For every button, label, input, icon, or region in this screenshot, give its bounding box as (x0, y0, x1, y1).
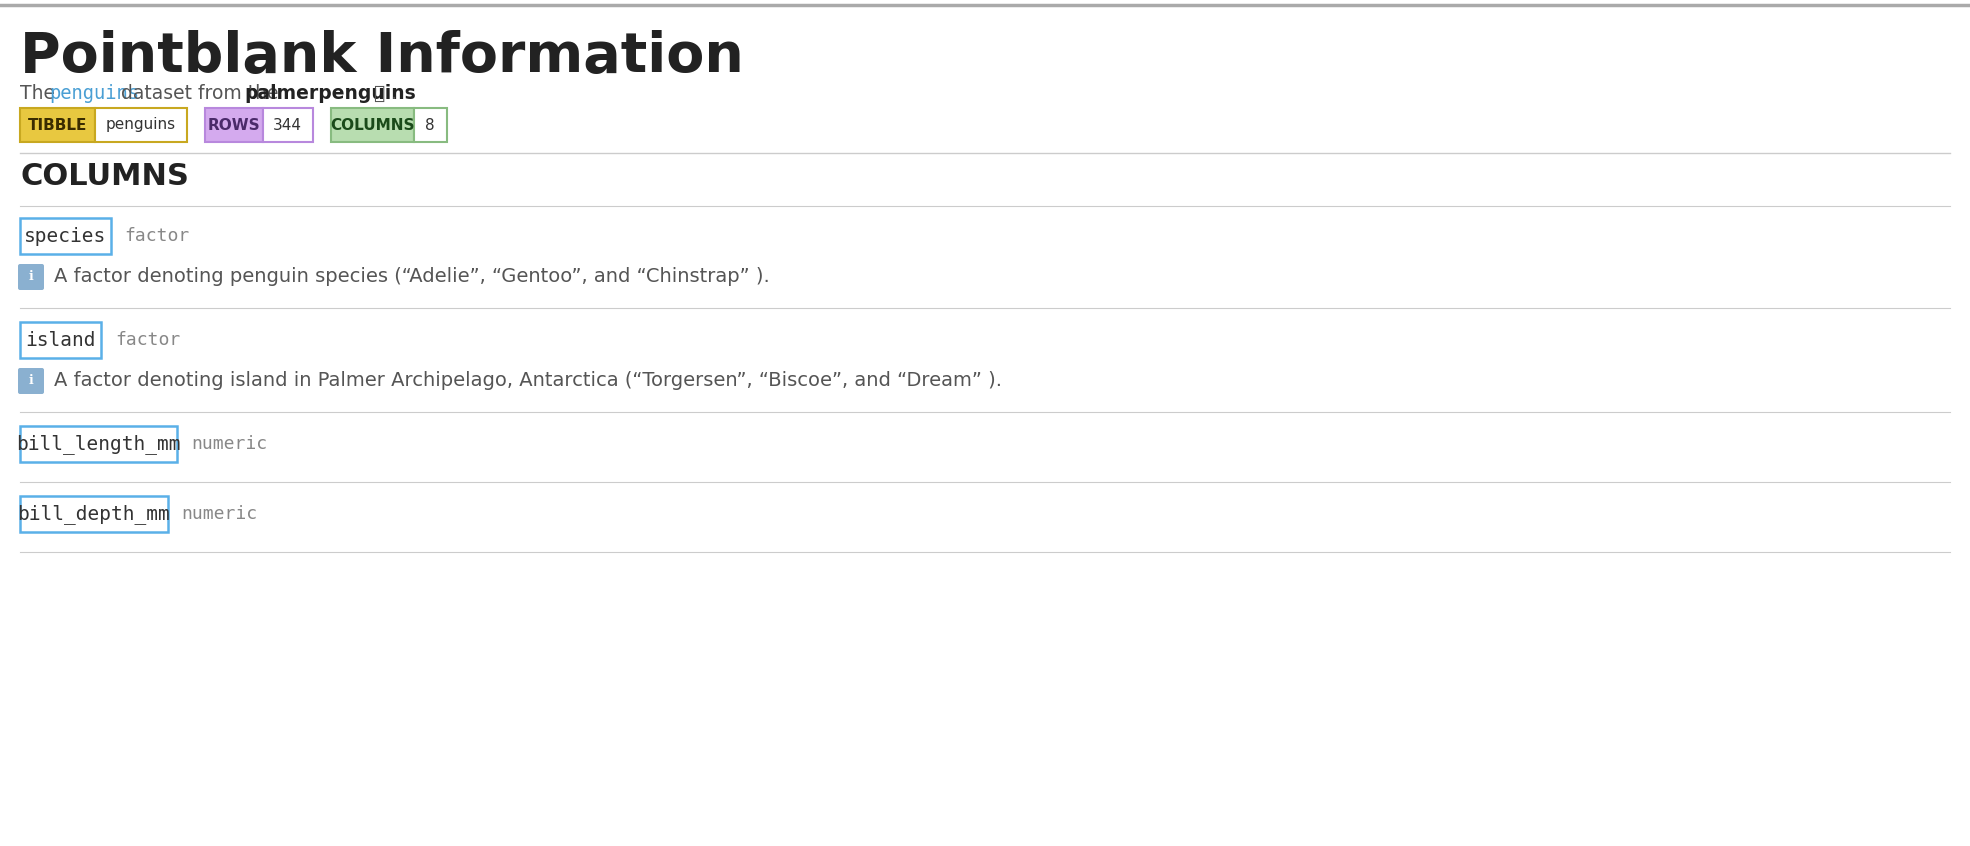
Text: dataset from the: dataset from the (114, 84, 286, 103)
Text: Pointblank Information: Pointblank Information (20, 30, 745, 84)
Text: A factor denoting penguin species (“Adelie”, “Gentoo”, and “Chinstrap” ).: A factor denoting penguin species (“Adel… (53, 267, 770, 287)
Text: A factor denoting island in Palmer Archipelago, Antarctica (“Torgersen”, “Biscoe: A factor denoting island in Palmer Archi… (53, 371, 1003, 391)
Text: factor: factor (124, 227, 189, 245)
Text: bill_length_mm: bill_length_mm (16, 434, 181, 454)
Text: i: i (30, 271, 33, 283)
Text: COLUMNS: COLUMNS (331, 118, 414, 133)
FancyBboxPatch shape (20, 218, 110, 254)
FancyBboxPatch shape (20, 426, 177, 462)
Text: numeric: numeric (191, 435, 268, 453)
Text: TIBBLE: TIBBLE (28, 118, 87, 133)
Text: 8: 8 (426, 118, 435, 133)
FancyBboxPatch shape (20, 108, 95, 142)
Text: species: species (24, 227, 106, 245)
Text: factor: factor (114, 331, 179, 349)
FancyBboxPatch shape (205, 108, 264, 142)
FancyBboxPatch shape (264, 108, 313, 142)
Text: i: i (30, 375, 33, 387)
Text: 🐦 .: 🐦 . (368, 84, 398, 103)
FancyBboxPatch shape (18, 368, 43, 394)
FancyBboxPatch shape (18, 264, 43, 290)
Text: The: The (20, 84, 61, 103)
FancyBboxPatch shape (414, 108, 447, 142)
Text: island: island (26, 331, 97, 349)
Text: COLUMNS: COLUMNS (20, 162, 189, 191)
Text: palmerpenguins: palmerpenguins (244, 84, 416, 103)
Text: penguins: penguins (106, 118, 175, 133)
Text: penguins: penguins (49, 84, 138, 103)
FancyBboxPatch shape (95, 108, 187, 142)
Text: 344: 344 (274, 118, 301, 133)
FancyBboxPatch shape (20, 322, 100, 358)
Text: bill_depth_mm: bill_depth_mm (18, 504, 169, 524)
Text: ROWS: ROWS (207, 118, 260, 133)
FancyBboxPatch shape (20, 496, 167, 532)
Text: numeric: numeric (181, 505, 258, 523)
FancyBboxPatch shape (331, 108, 414, 142)
